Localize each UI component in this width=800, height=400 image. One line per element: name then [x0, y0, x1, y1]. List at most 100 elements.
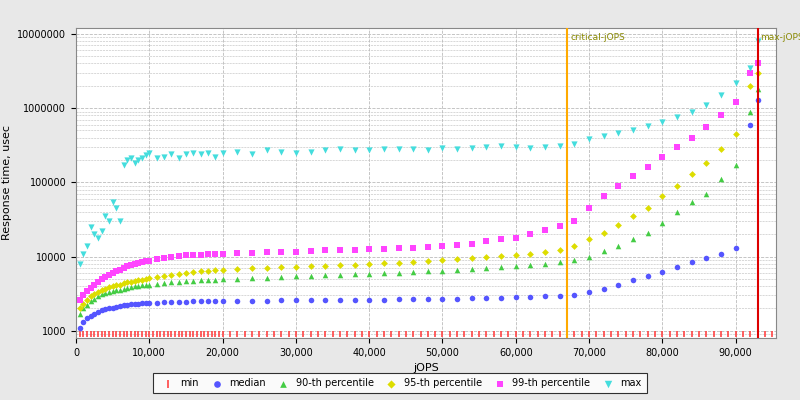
median — [84, 312, 97, 319]
min — [385, 331, 398, 338]
max — [422, 147, 434, 154]
max — [150, 155, 163, 162]
min — [554, 331, 566, 338]
95-th percentile — [74, 305, 86, 312]
min — [458, 331, 471, 338]
max — [466, 145, 478, 151]
95-th percentile — [106, 283, 119, 289]
min — [326, 331, 339, 338]
median — [642, 273, 654, 279]
95-th percentile — [110, 282, 122, 288]
min — [275, 331, 288, 338]
max — [216, 150, 229, 156]
95-th percentile — [102, 284, 115, 290]
median — [165, 299, 178, 305]
min — [231, 331, 244, 338]
max — [436, 145, 449, 151]
max — [77, 250, 90, 257]
90-th percentile — [450, 267, 463, 273]
99-th percentile — [480, 238, 493, 245]
90-th percentile — [74, 310, 86, 317]
median — [554, 293, 566, 299]
95-th percentile — [150, 274, 163, 280]
median — [118, 302, 130, 308]
95-th percentile — [246, 265, 258, 271]
min — [132, 331, 145, 338]
min — [121, 331, 134, 338]
median — [132, 300, 145, 307]
min — [183, 331, 196, 338]
95-th percentile — [510, 252, 522, 258]
median — [99, 306, 112, 312]
median — [110, 304, 122, 310]
95-th percentile — [77, 301, 90, 307]
max — [99, 213, 112, 219]
max — [686, 108, 698, 115]
95-th percentile — [642, 205, 654, 211]
min — [546, 331, 559, 338]
min — [102, 331, 115, 338]
90-th percentile — [231, 276, 244, 282]
median — [304, 297, 317, 303]
median — [422, 296, 434, 302]
95-th percentile — [422, 258, 434, 264]
min — [568, 331, 581, 338]
90-th percentile — [538, 260, 551, 267]
min — [190, 331, 203, 338]
99-th percentile — [202, 251, 214, 258]
Y-axis label: Response time, usec: Response time, usec — [2, 126, 12, 240]
90-th percentile — [102, 289, 115, 296]
median — [194, 298, 207, 304]
min — [598, 331, 610, 338]
min — [392, 331, 405, 338]
99-th percentile — [378, 246, 390, 252]
99-th percentile — [730, 99, 742, 106]
90-th percentile — [125, 284, 138, 290]
median — [670, 264, 683, 270]
95-th percentile — [730, 131, 742, 137]
90-th percentile — [84, 298, 97, 304]
90-th percentile — [179, 278, 192, 284]
min — [656, 331, 669, 338]
min — [582, 331, 595, 338]
min — [678, 331, 690, 338]
99-th percentile — [102, 272, 115, 278]
90-th percentile — [150, 280, 163, 287]
95-th percentile — [275, 264, 288, 270]
99-th percentile — [84, 284, 97, 291]
99-th percentile — [81, 288, 94, 294]
95-th percentile — [187, 269, 200, 275]
min — [267, 331, 280, 338]
95-th percentile — [494, 253, 507, 259]
max — [582, 136, 595, 142]
99-th percentile — [114, 267, 126, 273]
median — [128, 301, 141, 307]
90-th percentile — [187, 277, 200, 284]
max — [730, 80, 742, 86]
median — [216, 298, 229, 304]
max — [751, 38, 764, 44]
max — [612, 130, 625, 136]
min — [118, 331, 130, 338]
min — [77, 331, 90, 338]
95-th percentile — [626, 213, 639, 219]
min — [213, 331, 226, 338]
90-th percentile — [494, 264, 507, 270]
min — [88, 331, 101, 338]
max — [95, 228, 108, 234]
90-th percentile — [246, 275, 258, 282]
min — [74, 331, 86, 338]
min — [450, 331, 463, 338]
99-th percentile — [714, 112, 727, 118]
90-th percentile — [172, 278, 185, 285]
min — [139, 331, 152, 338]
95-th percentile — [714, 146, 727, 152]
median — [730, 245, 742, 251]
min — [362, 331, 375, 338]
min — [399, 331, 412, 338]
median — [88, 310, 101, 317]
min — [670, 331, 683, 338]
90-th percentile — [304, 273, 317, 279]
99-th percentile — [466, 240, 478, 247]
99-th percentile — [348, 246, 361, 253]
